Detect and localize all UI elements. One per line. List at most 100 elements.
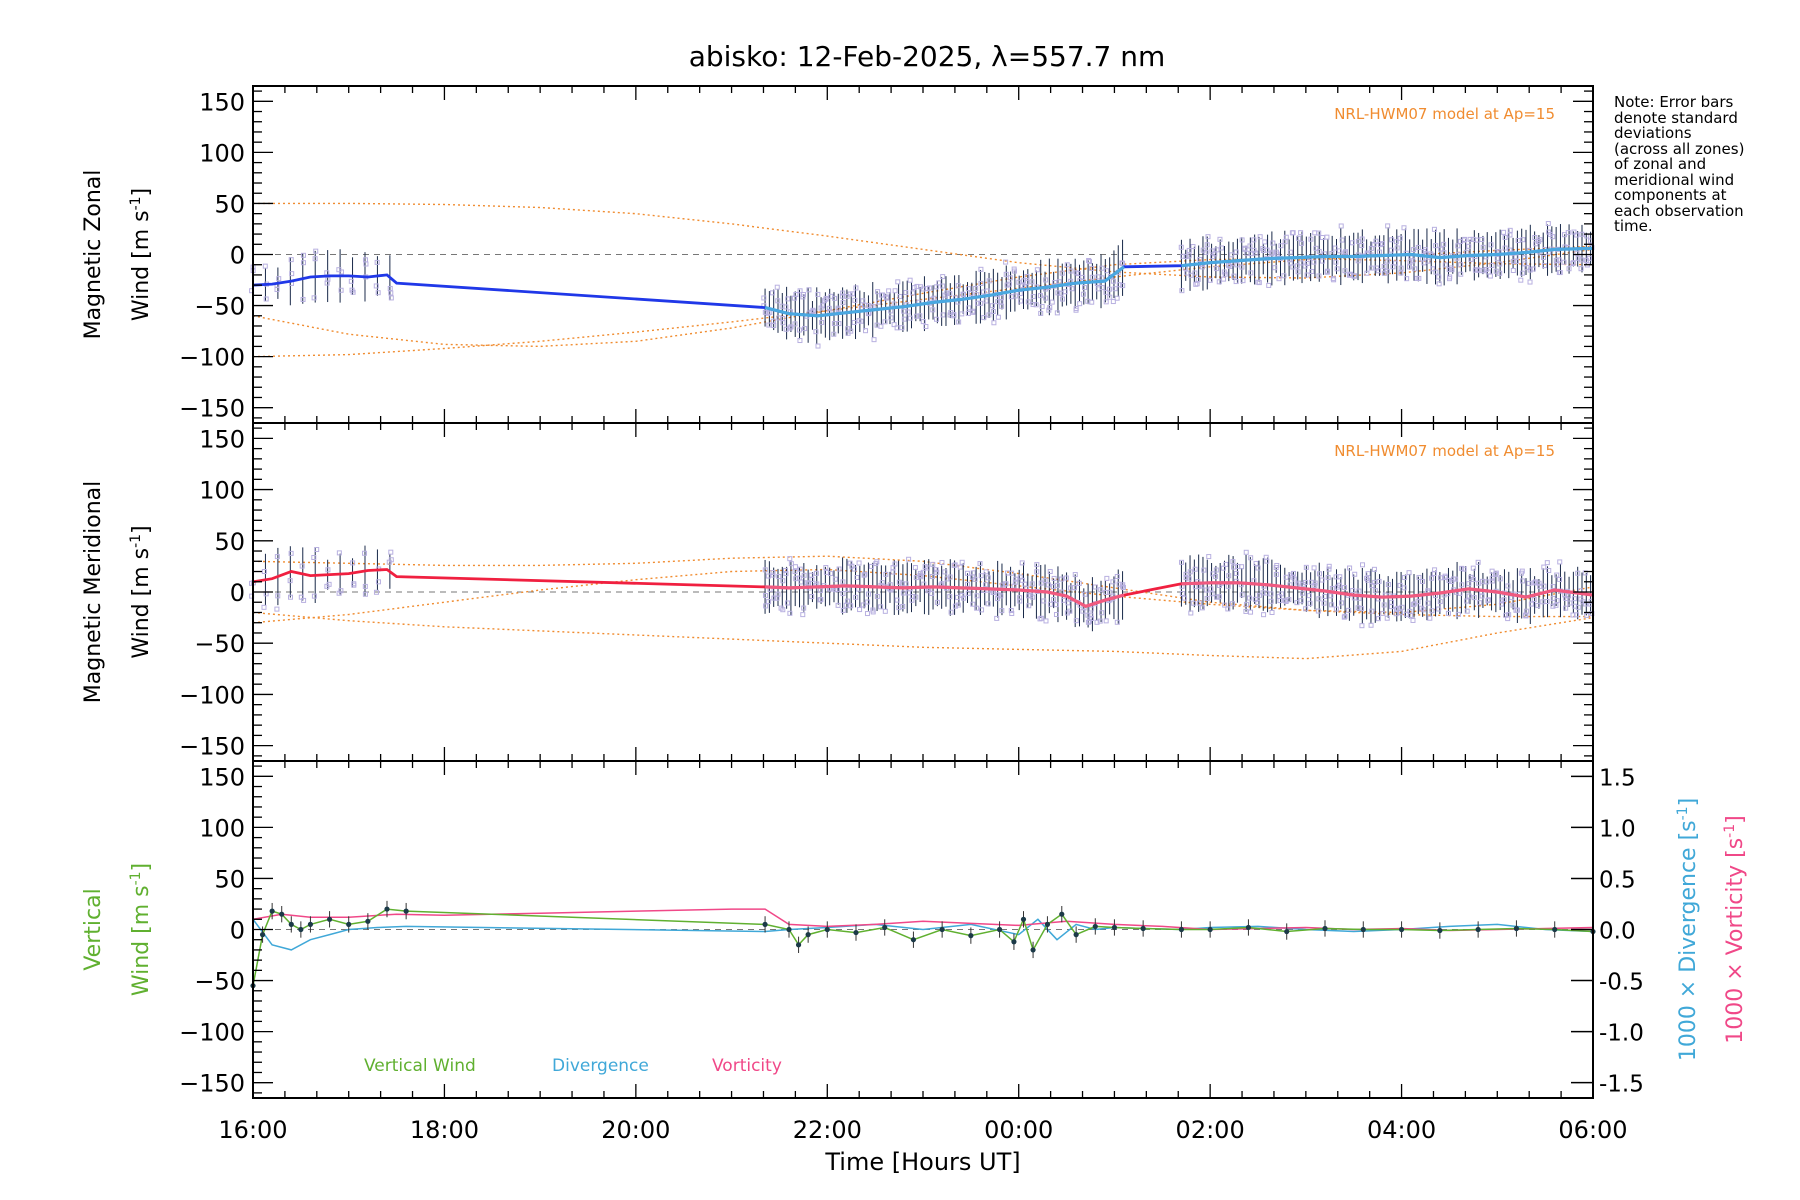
zone-point bbox=[1493, 571, 1499, 577]
zone-point bbox=[835, 602, 841, 608]
zone-point bbox=[960, 291, 966, 297]
zone-point bbox=[1545, 221, 1551, 227]
zone-point bbox=[1541, 564, 1547, 570]
zone-point bbox=[929, 590, 935, 596]
zone-point bbox=[850, 291, 856, 297]
zone-point bbox=[1277, 598, 1283, 604]
zone-point bbox=[311, 295, 317, 301]
zone-point bbox=[770, 572, 776, 578]
zone-point bbox=[1319, 577, 1325, 583]
zone-point bbox=[788, 561, 794, 567]
zone-point bbox=[917, 573, 923, 579]
zone-point bbox=[1522, 255, 1528, 261]
zone-point bbox=[1242, 246, 1248, 252]
zone-point bbox=[1566, 266, 1572, 272]
zone-point bbox=[793, 291, 799, 297]
zonal-wind-overlay bbox=[1181, 246, 1594, 268]
zone-point bbox=[1266, 282, 1272, 288]
note-line: each observation bbox=[1614, 201, 1744, 220]
zone-point bbox=[875, 289, 881, 295]
zone-point bbox=[1294, 600, 1300, 606]
x-tick-label: 20:00 bbox=[601, 1116, 670, 1144]
zone-point bbox=[998, 593, 1004, 599]
zone-point bbox=[1309, 268, 1315, 274]
zone-point bbox=[1114, 619, 1120, 625]
zone-point bbox=[886, 288, 892, 294]
zone-point bbox=[1216, 279, 1222, 285]
zone-point bbox=[860, 602, 866, 608]
zone-point bbox=[287, 594, 293, 600]
zone-point bbox=[951, 313, 957, 319]
axis-unit-superscript: -1 bbox=[1675, 806, 1691, 820]
zone-point bbox=[274, 606, 280, 612]
y-axis-label-line2: Wind [m s-1] bbox=[128, 525, 154, 658]
zone-point bbox=[861, 572, 867, 578]
y-tick-label: −50 bbox=[194, 293, 245, 321]
zone-point bbox=[1464, 598, 1470, 604]
zone-point bbox=[900, 590, 906, 596]
zone-point bbox=[1080, 608, 1086, 614]
zone-point bbox=[1239, 564, 1245, 570]
zone-point bbox=[1064, 262, 1070, 268]
zone-point bbox=[848, 328, 854, 334]
zone-point bbox=[851, 566, 857, 572]
model-label: NRL-HWM07 model at Ap=15 bbox=[1334, 105, 1555, 123]
zone-point bbox=[1186, 576, 1192, 582]
zone-point bbox=[1299, 240, 1305, 246]
zone-point bbox=[1248, 251, 1254, 257]
zone-point bbox=[351, 582, 357, 588]
vertical-point bbox=[384, 906, 390, 912]
zone-point bbox=[263, 296, 269, 302]
zone-point bbox=[1034, 267, 1040, 273]
y-axis-label-line1: Magnetic Zonal bbox=[81, 170, 106, 340]
zone-point bbox=[388, 295, 394, 301]
zone-point bbox=[1571, 229, 1577, 235]
zone-point bbox=[1114, 573, 1120, 579]
zone-point bbox=[1358, 606, 1364, 612]
zone-point bbox=[1221, 276, 1227, 282]
zone-point bbox=[1268, 598, 1274, 604]
zone-point bbox=[897, 293, 903, 299]
zone-point bbox=[1513, 258, 1519, 264]
zone-point bbox=[1073, 306, 1079, 312]
divergence-line bbox=[252, 918, 1594, 951]
zone-point bbox=[1255, 599, 1261, 605]
zone-point bbox=[1515, 238, 1521, 244]
zone-point bbox=[780, 578, 786, 584]
zone-point bbox=[1529, 601, 1535, 607]
zone-point bbox=[1480, 268, 1486, 274]
vertical-point bbox=[939, 926, 945, 933]
zone-point bbox=[1557, 559, 1563, 565]
zone-point bbox=[388, 549, 394, 555]
zone-point bbox=[311, 593, 317, 599]
zone-point bbox=[1313, 245, 1319, 251]
zone-point bbox=[1433, 243, 1439, 249]
zone-point bbox=[311, 554, 317, 560]
zone-point bbox=[1369, 583, 1375, 589]
zone-point bbox=[1385, 223, 1391, 229]
zone-point bbox=[1372, 588, 1378, 594]
zone-point bbox=[1106, 286, 1112, 292]
zone-point bbox=[965, 310, 971, 316]
zone-point bbox=[1230, 559, 1236, 565]
zone-point bbox=[276, 276, 282, 282]
zone-point bbox=[1501, 597, 1507, 603]
zone-point bbox=[338, 287, 344, 293]
zone-point bbox=[1339, 600, 1345, 606]
zone-point bbox=[1381, 263, 1387, 269]
zone-point bbox=[1307, 600, 1313, 606]
zone-point bbox=[1190, 244, 1196, 250]
zone-point bbox=[853, 594, 859, 600]
zone-point bbox=[1013, 576, 1019, 582]
vertical-point bbox=[1044, 921, 1051, 927]
zone-point bbox=[891, 322, 897, 328]
zone-point bbox=[1364, 270, 1370, 276]
zone-point bbox=[1489, 262, 1495, 268]
y-tick-label: −50 bbox=[194, 630, 245, 658]
zone-point bbox=[1488, 242, 1494, 248]
zone-point bbox=[1179, 559, 1185, 565]
y-tick-label: 50 bbox=[214, 865, 245, 893]
zone-point bbox=[1229, 252, 1235, 258]
zone-point bbox=[770, 318, 776, 324]
zone-point bbox=[1085, 619, 1091, 625]
